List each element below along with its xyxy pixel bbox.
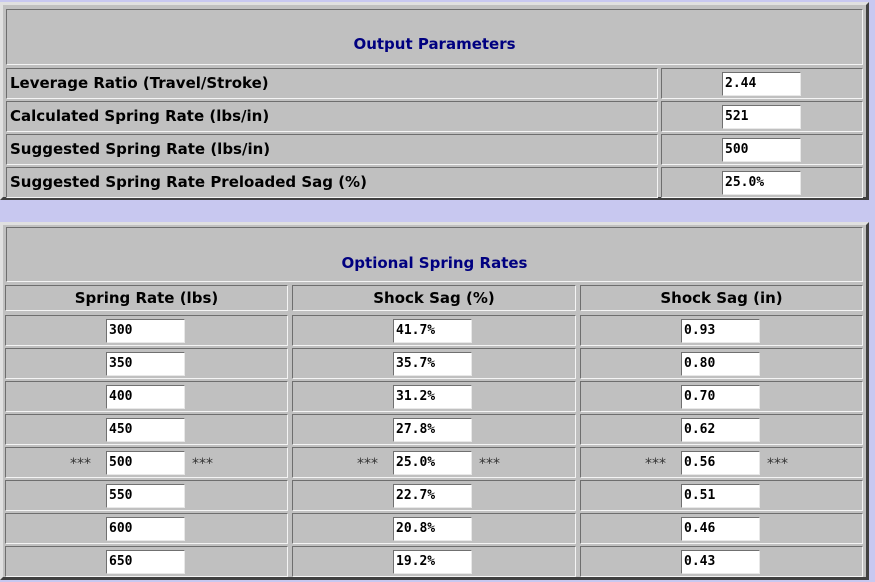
optional-title: Optional Spring Rates <box>341 254 528 272</box>
table-cell: 650 <box>5 546 288 577</box>
shock-sag-in-field[interactable]: 0.70 <box>681 385 760 409</box>
leverage-ratio-value-cell: 2.44 <box>661 68 863 99</box>
shock-sag-pct-field[interactable]: 35.7% <box>393 352 472 376</box>
shock-sag-in-field[interactable]: 0.62 <box>681 418 760 442</box>
table-cell: 0.46 <box>580 513 863 544</box>
preloaded-sag-field[interactable]: 25.0% <box>722 171 801 195</box>
shock-sag-in-field[interactable]: 0.51 <box>681 484 760 508</box>
header-shock-sag-in: Shock Sag (in) <box>580 285 863 311</box>
spring-rate-field[interactable]: 450 <box>106 418 185 442</box>
table-cell: 27.8% <box>292 414 576 445</box>
calculated-spring-rate-value-cell: 521 <box>661 101 863 132</box>
shock-sag-in-field[interactable]: 0.46 <box>681 517 760 541</box>
header-spring-rate: Spring Rate (lbs) <box>5 285 288 311</box>
shock-sag-in-field[interactable]: 0.80 <box>681 352 760 376</box>
leverage-ratio-field[interactable]: 2.44 <box>722 72 801 96</box>
calculated-spring-rate-field[interactable]: 521 <box>722 105 801 129</box>
suggested-spring-rate-value-cell: 500 <box>661 134 863 165</box>
highlight-marker-left: *** <box>645 456 666 472</box>
table-cell: 0.93 <box>580 315 863 346</box>
table-cell: 550 <box>5 480 288 511</box>
highlight-marker-right: *** <box>479 456 500 472</box>
highlight-marker-right: *** <box>767 456 788 472</box>
spring-rate-field[interactable]: 300 <box>106 319 185 343</box>
spring-rate-field[interactable]: 350 <box>106 352 185 376</box>
preloaded-sag-value-cell: 25.0% <box>661 167 863 198</box>
optional-spring-rates-panel: Optional Spring Rates Spring Rate (lbs) … <box>0 222 869 580</box>
spring-rate-field[interactable]: 500 <box>106 451 185 475</box>
highlight-marker-left: *** <box>357 456 378 472</box>
table-cell: 22.7% <box>292 480 576 511</box>
table-cell: 0.70 <box>580 381 863 412</box>
suggested-spring-rate-field[interactable]: 500 <box>722 138 801 162</box>
table-cell: 0.56 *** *** <box>580 447 863 478</box>
preloaded-sag-label: Suggested Spring Rate Preloaded Sag (%) <box>6 167 658 198</box>
spring-rate-field[interactable]: 550 <box>106 484 185 508</box>
shock-sag-pct-field[interactable]: 20.8% <box>393 517 472 541</box>
table-cell: 0.80 <box>580 348 863 379</box>
highlight-marker-left: *** <box>70 456 91 472</box>
highlight-marker-right: *** <box>192 456 213 472</box>
table-cell: 350 <box>5 348 288 379</box>
table-cell: 500 *** *** <box>5 447 288 478</box>
table-cell: 19.2% <box>292 546 576 577</box>
calculated-spring-rate-label: Calculated Spring Rate (lbs/in) <box>6 101 658 132</box>
table-cell: 25.0% *** *** <box>292 447 576 478</box>
output-parameters-panel: Output Parameters Leverage Ratio (Travel… <box>0 2 869 200</box>
table-cell: 35.7% <box>292 348 576 379</box>
output-title-cell: Output Parameters <box>6 9 863 65</box>
shock-sag-pct-field[interactable]: 25.0% <box>393 451 472 475</box>
shock-sag-pct-field[interactable]: 27.8% <box>393 418 472 442</box>
table-cell: 0.43 <box>580 546 863 577</box>
table-cell: 300 <box>5 315 288 346</box>
table-cell: 400 <box>5 381 288 412</box>
shock-sag-in-field[interactable]: 0.43 <box>681 550 760 574</box>
table-cell: 600 <box>5 513 288 544</box>
shock-sag-pct-field[interactable]: 41.7% <box>393 319 472 343</box>
optional-title-cell: Optional Spring Rates <box>6 227 863 282</box>
table-cell: 31.2% <box>292 381 576 412</box>
table-cell: 20.8% <box>292 513 576 544</box>
table-cell: 0.62 <box>580 414 863 445</box>
spring-rate-field[interactable]: 650 <box>106 550 185 574</box>
shock-sag-pct-field[interactable]: 31.2% <box>393 385 472 409</box>
table-cell: 450 <box>5 414 288 445</box>
output-title: Output Parameters <box>353 35 516 53</box>
leverage-ratio-label: Leverage Ratio (Travel/Stroke) <box>6 68 658 99</box>
header-shock-sag-pct: Shock Sag (%) <box>292 285 576 311</box>
suggested-spring-rate-label: Suggested Spring Rate (lbs/in) <box>6 134 658 165</box>
shock-sag-pct-field[interactable]: 19.2% <box>393 550 472 574</box>
shock-sag-pct-field[interactable]: 22.7% <box>393 484 472 508</box>
table-cell: 41.7% <box>292 315 576 346</box>
shock-sag-in-field[interactable]: 0.93 <box>681 319 760 343</box>
spring-rate-field[interactable]: 400 <box>106 385 185 409</box>
shock-sag-in-field[interactable]: 0.56 <box>681 451 760 475</box>
table-cell: 0.51 <box>580 480 863 511</box>
spring-rate-field[interactable]: 600 <box>106 517 185 541</box>
